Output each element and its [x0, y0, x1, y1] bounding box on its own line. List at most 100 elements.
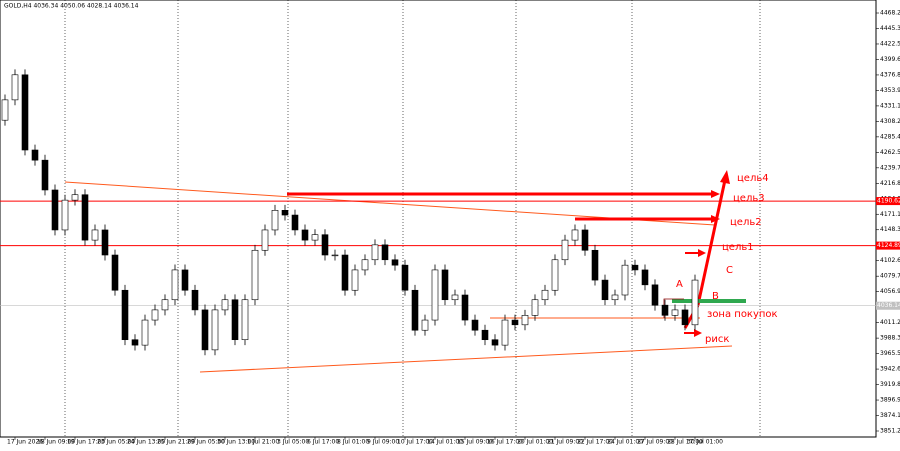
x-tick-label: 22 Jul 17:00	[577, 439, 613, 446]
arrow-head	[694, 329, 702, 337]
candle-body	[501, 319, 509, 346]
y-tick-label: 4445.35	[880, 25, 900, 32]
y-tick-label: 3919.80	[880, 381, 900, 388]
candle-body	[521, 315, 529, 326]
drawings	[64, 170, 746, 373]
x-tick-label: 18 Jun 09:00	[37, 439, 75, 446]
candle-body	[691, 279, 699, 326]
annotation: цель4	[737, 173, 769, 184]
price-tag-bg	[876, 241, 900, 250]
y-tick-label: 3874.10	[880, 412, 900, 419]
candle-body	[321, 234, 329, 256]
arrow-head	[698, 249, 706, 257]
candle-body	[431, 269, 439, 321]
candle-body	[11, 74, 19, 101]
y-tick-label: 4171.15	[880, 211, 900, 218]
arrow-head	[711, 190, 720, 198]
x-tick-label: 3 Jul 05:00	[277, 439, 309, 446]
annotation: риск	[705, 334, 729, 345]
y-tick-label: 4216.85	[880, 180, 900, 187]
candle-body	[361, 259, 369, 271]
trend-line	[199, 345, 733, 373]
candle-body	[181, 269, 189, 291]
y-tick-label: 4308.25	[880, 118, 900, 125]
candle-body	[41, 159, 49, 191]
period-separators	[64, 0, 761, 437]
price-tag: 4124.89	[877, 242, 900, 249]
x-tick-label: 9 Jul 09:00	[367, 439, 399, 446]
x-tick-label: 15 Jul 09:00	[457, 439, 493, 446]
chart-title: GOLD,H4 4036.34 4050.06 4028.14 4036.14	[4, 3, 139, 10]
candle-body	[211, 309, 219, 351]
x-tick-label: 14 Jul 01:00	[427, 439, 463, 446]
candle-body	[591, 249, 599, 281]
candle-body	[221, 299, 229, 311]
candle-body	[291, 214, 299, 231]
price-tag-bg	[876, 197, 900, 206]
x-tick-label: 30 Jul 01:00	[687, 439, 723, 446]
y-tick-label: 4331.10	[880, 102, 900, 109]
candle-body	[651, 284, 659, 306]
y-tick-label: 4102.60	[880, 257, 900, 264]
candle-body	[141, 319, 149, 346]
candle-body	[371, 244, 379, 261]
candle-body	[621, 264, 629, 296]
candle-body	[421, 319, 429, 331]
candle-body	[601, 279, 609, 301]
x-tick-label: 24 Jun 13:00	[127, 439, 165, 446]
candle-body	[581, 229, 589, 251]
y-tick-label: 4422.50	[880, 40, 900, 47]
x-tick-label: 29 Jun 05:00	[187, 439, 225, 446]
candle-body	[71, 194, 79, 201]
annotation: цель3	[733, 193, 765, 204]
candle-body	[121, 289, 129, 341]
arrow-head	[720, 170, 730, 184]
y-tick-label: 4079.75	[880, 273, 900, 280]
candle-body	[661, 304, 669, 316]
candle-body	[51, 189, 59, 231]
candle-body	[571, 229, 579, 241]
y-tick-label: 4262.55	[880, 149, 900, 156]
candle-body	[451, 294, 459, 301]
x-tick-label: 6 Jul 17:00	[307, 439, 339, 446]
x-tick-label: 30 Jun 13:00	[217, 439, 255, 446]
x-tick-label: 16 Jul 17:00	[487, 439, 523, 446]
candle-body	[381, 244, 389, 261]
candle-body	[241, 299, 249, 341]
x-tick-label: 8 Jul 01:00	[337, 439, 369, 446]
y-tick-label: 4011.20	[880, 319, 900, 326]
x-tick-label: 27 Jul 09:00	[637, 439, 673, 446]
candle-body	[411, 289, 419, 331]
price-tag-bg	[876, 301, 900, 310]
y-tick-label: 3942.65	[880, 366, 900, 373]
candle-body	[21, 74, 29, 151]
candle-body	[301, 229, 309, 241]
x-tick-label: 24 Jul 01:00	[607, 439, 643, 446]
candle-body	[551, 259, 559, 291]
y-tick-label: 4239.70	[880, 164, 900, 171]
x-tick-label: 21 Jul 09:00	[547, 439, 583, 446]
candle-body	[631, 264, 639, 271]
x-tick-label: 17 Jun 2026	[7, 439, 43, 446]
x-tick-label: 1 Jul 21:00	[247, 439, 279, 446]
y-tick-label: 4056.90	[880, 288, 900, 295]
candle-body	[331, 254, 339, 257]
candle-body	[101, 229, 109, 256]
candle-body	[161, 299, 169, 311]
x-tick-label: 20 Jul 01:00	[517, 439, 553, 446]
candle-body	[111, 254, 119, 291]
y-tick-label: 3988.35	[880, 335, 900, 342]
candle-body	[31, 149, 39, 161]
price-tag: 4036.14	[877, 302, 900, 309]
candle-body	[151, 309, 159, 321]
candle-body	[641, 269, 649, 286]
candle-body	[351, 269, 359, 291]
plot-frame	[0, 0, 877, 438]
y-tick-label: 4148.30	[880, 226, 900, 233]
candle-body	[81, 194, 89, 241]
candle-body	[401, 264, 409, 291]
x-tick-label: 25 Jun 21:00	[157, 439, 195, 446]
candle-body	[611, 294, 619, 301]
